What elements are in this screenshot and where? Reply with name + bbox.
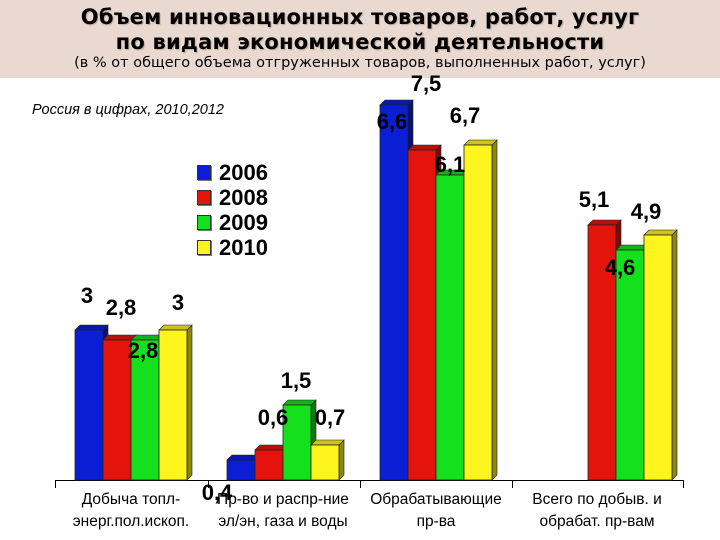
bar-2006-1: [226, 459, 256, 481]
category-label-3-line-0: Всего по добыв. и: [532, 491, 661, 508]
bar-2010-3: [643, 234, 673, 481]
data-label-2008-0: 2,8: [106, 295, 137, 320]
data-label-2009-3: 4,6: [605, 255, 636, 280]
category-label-0-line-1: энерг.пол.ископ.: [73, 513, 190, 530]
legend-item-2010: 2010: [197, 235, 268, 260]
data-label-2010-0: 3: [172, 290, 184, 315]
data-label-2009-1: 1,5: [281, 368, 312, 393]
chart-title-line-1: Объем инновационных товаров, работ, услу…: [80, 5, 640, 29]
bar-2009-3: [615, 249, 645, 481]
bar-top-2010-0: [158, 324, 193, 331]
bar-2006-0: [74, 329, 104, 481]
bar-2006-2: [379, 104, 409, 481]
data-label-2010-1: 0,7: [315, 405, 346, 430]
category-label-3-line-1: обрабат. пр-вам: [539, 513, 654, 530]
data-label-2008-2: 6,6: [377, 109, 408, 134]
legend-swatch-2010: [197, 240, 211, 255]
bar-2008-1: [254, 449, 284, 481]
bar-top-2008-3: [587, 219, 622, 226]
bar-side-2010-0: [186, 324, 193, 481]
bar-2010-1: [310, 444, 340, 481]
bar-top-2006-2: [379, 99, 414, 106]
category-label-0-line-0: Добыча топл-: [82, 491, 180, 508]
data-label-2006-2: 7,5: [411, 71, 442, 96]
data-label-2008-3: 5,1: [579, 187, 610, 212]
data-label-2006-0: 3: [81, 283, 93, 308]
bar-2010-2: [463, 144, 493, 481]
bar-2010-0: [158, 329, 188, 481]
bar-2009-0: [130, 339, 160, 481]
legend-item-2008: 2008: [197, 185, 268, 210]
bar-2009-2: [435, 174, 465, 481]
chart-subtitle: (в % от общего объема отгруженных товаро…: [74, 55, 646, 71]
legend-swatch-2009: [197, 215, 211, 230]
legend-label-2010: 2010: [219, 235, 268, 260]
legend-label-2006: 2006: [219, 160, 268, 185]
legend-label-2009: 2009: [219, 210, 268, 235]
legend-item-2006: 2006: [197, 160, 268, 185]
bar-side-2010-3: [671, 229, 678, 481]
data-label-2008-1: 0,6: [258, 405, 289, 430]
bar-side-2010-2: [491, 139, 498, 481]
legend-label-2008: 2008: [219, 185, 268, 210]
legend-item-2009: 2009: [197, 210, 268, 235]
chart-title-line-2: по видам экономической деятельности: [115, 30, 605, 54]
bar-2008-3: [587, 224, 617, 481]
source-note: Россия в цифрах, 2010,2012: [32, 102, 224, 118]
data-label-2009-0: 2,8: [128, 338, 159, 363]
category-label-1-line-1: эл/эн, газа и воды: [218, 513, 347, 530]
data-label-2006-1: 0,4: [202, 480, 233, 505]
data-label-2010-3: 4,9: [631, 199, 662, 224]
bar-top-2008-2: [407, 144, 442, 151]
bar-side-2010-1: [338, 439, 345, 481]
data-label-2010-2: 6,7: [450, 103, 481, 128]
title-banner: [0, 0, 720, 78]
category-label-2-line-1: пр-ва: [417, 513, 456, 530]
bar-2009-1: [282, 404, 312, 481]
legend: 2006 2008 2009 2010: [197, 160, 268, 260]
legend-swatch-2006: [197, 165, 211, 180]
category-label-1-line-0: Пр-во и распр-ние: [217, 491, 349, 508]
bar-top-2010-3: [643, 229, 678, 236]
bar-top-2010-1: [310, 439, 345, 446]
bar-top-2006-0: [74, 324, 109, 331]
data-label-2009-2: 6,1: [435, 152, 466, 177]
legend-swatch-2008: [197, 190, 211, 205]
bar-top-2010-2: [463, 139, 498, 146]
bar-2008-2: [407, 149, 437, 481]
category-label-2-line-0: Обрабатывающие: [370, 491, 502, 508]
